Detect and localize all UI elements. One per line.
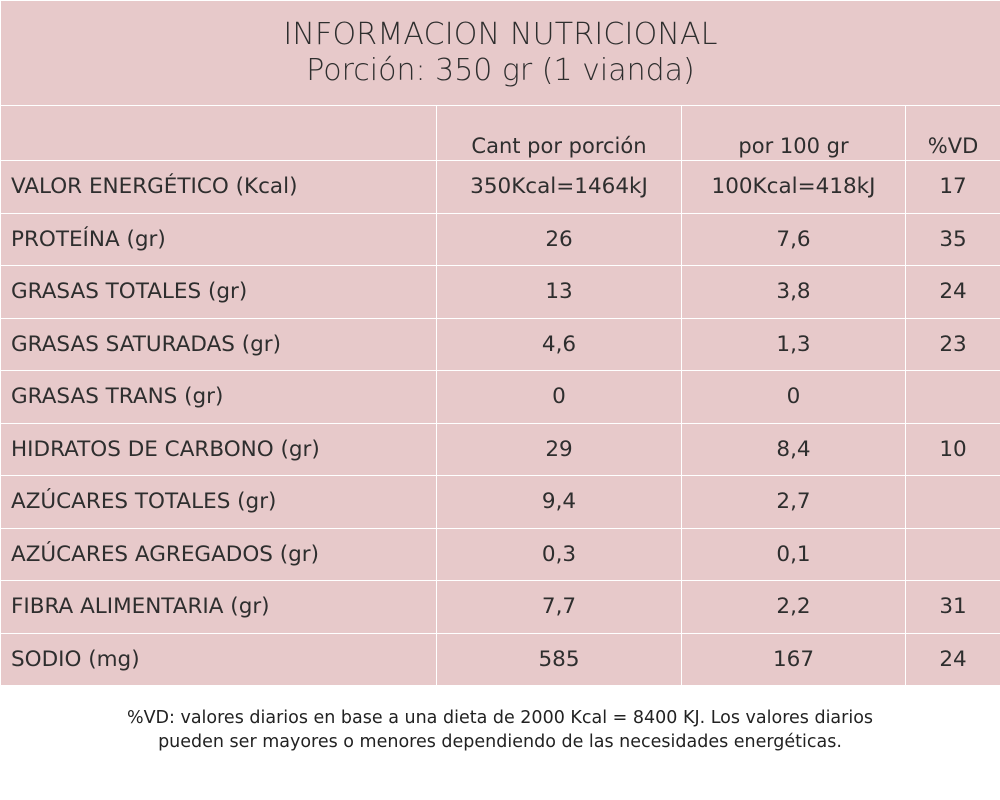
- per-100g-value: 167: [681, 632, 906, 686]
- nutrient-name: AZÚCARES AGREGADOS (gr): [0, 527, 437, 581]
- table-row: GRASAS TRANS (gr) 0 0: [0, 370, 1000, 424]
- vd-value: 24: [905, 265, 1000, 319]
- table-row: HIDRATOS DE CARBONO (gr) 29 8,4 10: [0, 422, 1000, 476]
- nutrient-name: HIDRATOS DE CARBONO (gr): [0, 422, 437, 476]
- table-row: AZÚCARES TOTALES (gr) 9,4 2,7: [0, 475, 1000, 529]
- per-portion-value: 9,4: [436, 475, 682, 529]
- nutrient-name: GRASAS TOTALES (gr): [0, 265, 437, 319]
- vd-value: 17: [905, 160, 1000, 214]
- vd-value: [905, 370, 1000, 424]
- table-row: FIBRA ALIMENTARIA (gr) 7,7 2,2 31: [0, 580, 1000, 634]
- per-100g-value: 2,7: [681, 475, 906, 529]
- portion-subtitle: Porción: 350 gr (1 vianda): [306, 53, 695, 88]
- nutrition-facts-table: INFORMACION NUTRICIONAL Porción: 350 gr …: [0, 0, 1000, 686]
- vd-value: [905, 527, 1000, 581]
- vd-footnote: %VD: valores diarios en base a una dieta…: [126, 708, 874, 752]
- nutrient-name: PROTEÍNA (gr): [0, 212, 437, 266]
- vd-value: 10: [905, 422, 1000, 476]
- per-100g-value: 2,2: [681, 580, 906, 634]
- vd-value: 31: [905, 580, 1000, 634]
- vd-value: 35: [905, 212, 1000, 266]
- title-cell: INFORMACION NUTRICIONAL Porción: 350 gr …: [0, 0, 1000, 106]
- header-per-100g: por 100 gr: [681, 105, 906, 161]
- per-portion-value: 13: [436, 265, 682, 319]
- per-100g-value: 1,3: [681, 317, 906, 371]
- per-100g-value: 8,4: [681, 422, 906, 476]
- header-empty-cell: [0, 105, 437, 161]
- table-title: INFORMACION NUTRICIONAL: [283, 17, 718, 52]
- per-portion-value: 0: [436, 370, 682, 424]
- vd-value: [905, 475, 1000, 529]
- nutrient-name: AZÚCARES TOTALES (gr): [0, 475, 437, 529]
- header-vd: %VD: [905, 105, 1000, 161]
- per-100g-value: 0: [681, 370, 906, 424]
- per-portion-value: 585: [436, 632, 682, 686]
- title-row: INFORMACION NUTRICIONAL Porción: 350 gr …: [0, 0, 1000, 106]
- per-portion-value: 4,6: [436, 317, 682, 371]
- table-row: SODIO (mg) 585 167 24: [0, 632, 1000, 686]
- per-portion-value: 0,3: [436, 527, 682, 581]
- vd-value: 23: [905, 317, 1000, 371]
- per-portion-value: 26: [436, 212, 682, 266]
- per-portion-value: 350Kcal=1464kJ: [436, 160, 682, 214]
- per-100g-value: 3,8: [681, 265, 906, 319]
- nutrient-name: GRASAS SATURADAS (gr): [0, 317, 437, 371]
- per-portion-value: 29: [436, 422, 682, 476]
- nutrient-name: VALOR ENERGÉTICO (Kcal): [0, 160, 437, 214]
- per-100g-value: 0,1: [681, 527, 906, 581]
- nutrient-name: FIBRA ALIMENTARIA (gr): [0, 580, 437, 634]
- table-row: GRASAS TOTALES (gr) 13 3,8 24: [0, 265, 1000, 319]
- table-row: GRASAS SATURADAS (gr) 4,6 1,3 23: [0, 317, 1000, 371]
- per-100g-value: 7,6: [681, 212, 906, 266]
- nutrient-name: SODIO (mg): [0, 632, 437, 686]
- column-header-row: Cant por porción por 100 gr %VD: [0, 105, 1000, 161]
- table-row: AZÚCARES AGREGADOS (gr) 0,3 0,1: [0, 527, 1000, 581]
- vd-value: 24: [905, 632, 1000, 686]
- nutrient-name: GRASAS TRANS (gr): [0, 370, 437, 424]
- table-row: VALOR ENERGÉTICO (Kcal) 350Kcal=1464kJ 1…: [0, 160, 1000, 214]
- table-row: PROTEÍNA (gr) 26 7,6 35: [0, 212, 1000, 266]
- per-100g-value: 100Kcal=418kJ: [681, 160, 906, 214]
- per-portion-value: 7,7: [436, 580, 682, 634]
- header-per-portion: Cant por porción: [436, 105, 682, 161]
